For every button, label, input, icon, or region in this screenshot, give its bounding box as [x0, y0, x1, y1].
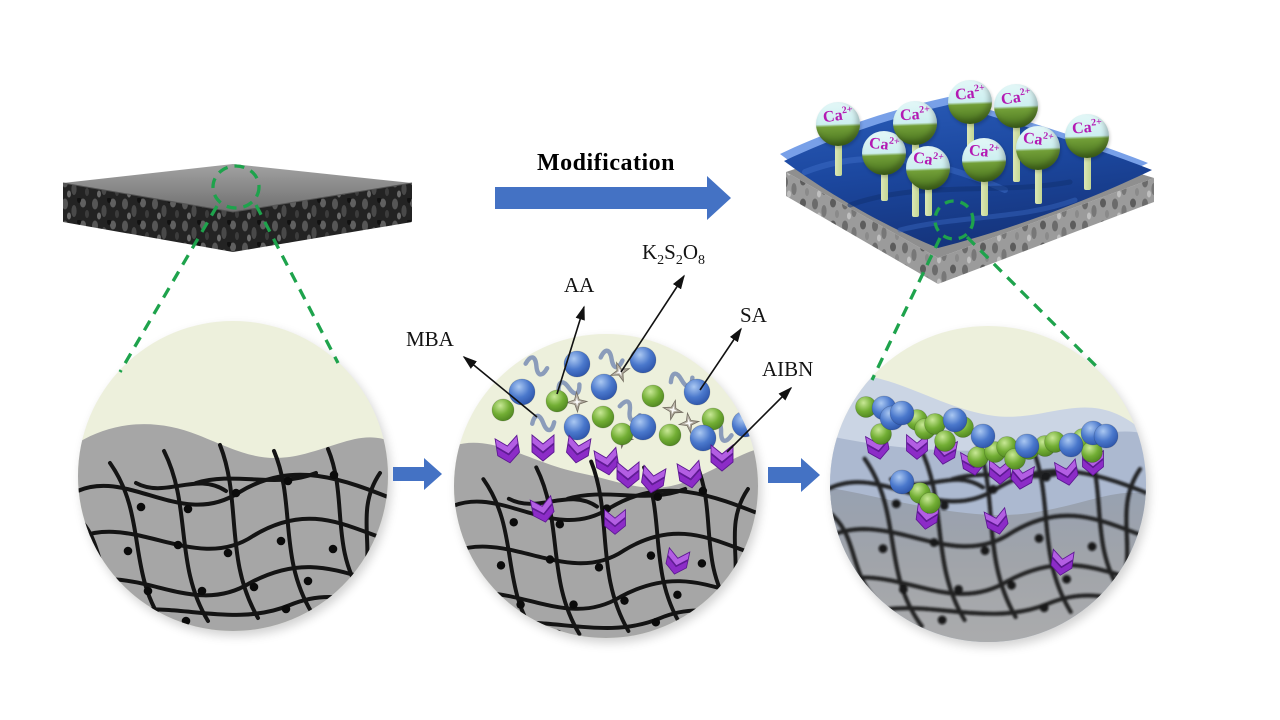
- closeup-pristine-surface: [78, 321, 388, 631]
- aibn-molecule-icon: [494, 434, 520, 464]
- aibn-molecule-icon: [566, 434, 592, 464]
- sa-unit-icon: [1093, 423, 1119, 449]
- ca-ion-ball: Ca2+: [816, 102, 860, 146]
- sa-unit-icon: [889, 400, 915, 426]
- ca-ion-ball: Ca2+: [1016, 126, 1060, 170]
- reagent-molecules: [491, 346, 758, 575]
- aa-molecule-icon: [658, 423, 682, 447]
- mba-molecule-icon: [530, 413, 557, 433]
- aibn-molecule-icon: [1053, 458, 1079, 486]
- sa-molecule-icon: [563, 413, 591, 441]
- sa-molecule-icon: [731, 410, 758, 438]
- graft-stem: [1083, 150, 1091, 190]
- graft-stem: [924, 182, 932, 216]
- graft-stem: [1034, 162, 1042, 204]
- sa-molecule-icon: [683, 378, 711, 406]
- sa-unit-icon: [1058, 432, 1084, 458]
- aibn-molecule-icon: [1050, 548, 1075, 576]
- grafted-molecules: [855, 395, 1119, 576]
- k2s2o8-molecule-icon: [661, 398, 685, 422]
- aibn-molecule-icon: [676, 459, 702, 489]
- aibn-molecule-icon: [710, 444, 734, 472]
- ca-ion-ball: Ca2+: [893, 101, 937, 145]
- sa-molecule-icon: [563, 350, 591, 378]
- aibn-molecule-icon: [616, 461, 640, 489]
- aibn-molecule-icon: [529, 494, 555, 523]
- aa-unit-icon: [934, 430, 956, 452]
- k2s2o8-molecule-icon: [677, 411, 701, 435]
- aa-molecule-icon: [591, 405, 615, 429]
- aa-molecule-icon: [641, 384, 665, 408]
- aibn-molecule-icon: [593, 446, 619, 476]
- sa-unit-icon: [970, 423, 996, 449]
- ca-ion-ball: Ca2+: [994, 84, 1038, 128]
- aibn-molecule-icon: [604, 508, 626, 535]
- ca-ion-ball: Ca2+: [1065, 114, 1109, 158]
- aa-molecule-icon: [545, 389, 569, 413]
- graft-stem: [980, 174, 988, 216]
- aibn-molecule-icon: [983, 506, 1009, 535]
- aibn-molecule-icon: [641, 464, 667, 494]
- sa-molecule-icon: [629, 413, 657, 441]
- sa-molecule-icon: [629, 346, 657, 374]
- mba-molecule-icon: [598, 348, 625, 370]
- ca-ion-ball: Ca2+: [948, 80, 992, 124]
- sa-molecule-icon: [689, 424, 717, 452]
- aibn-molecule-icon: [665, 546, 691, 575]
- closeup-grafted-surface: [830, 326, 1146, 642]
- sa-molecule-icon: [590, 373, 618, 401]
- sa-unit-icon: [942, 407, 968, 433]
- ca-ion-ball: Ca2+: [962, 138, 1006, 182]
- graft-stem: [834, 138, 842, 176]
- closeup-grafting-reaction: [454, 334, 758, 638]
- sa-unit-icon: [1014, 433, 1040, 459]
- aa-unit-icon: [870, 423, 892, 445]
- aibn-molecule-icon: [906, 433, 928, 460]
- aa-molecule-icon: [491, 398, 515, 422]
- mba-molecule-icon: [523, 355, 550, 377]
- aibn-molecule-icon: [915, 502, 940, 530]
- aibn-molecule-icon: [1010, 462, 1036, 490]
- aibn-molecule-icon: [531, 434, 555, 462]
- ca-ion-ball: Ca2+: [906, 146, 950, 190]
- sa-unit-icon: [889, 469, 915, 495]
- k2s2o8-molecule-icon: [565, 390, 589, 414]
- aa-unit-icon: [919, 492, 941, 514]
- graft-stem: [880, 167, 888, 201]
- polymer-network: [78, 443, 388, 629]
- sa-molecule-icon: [508, 378, 536, 406]
